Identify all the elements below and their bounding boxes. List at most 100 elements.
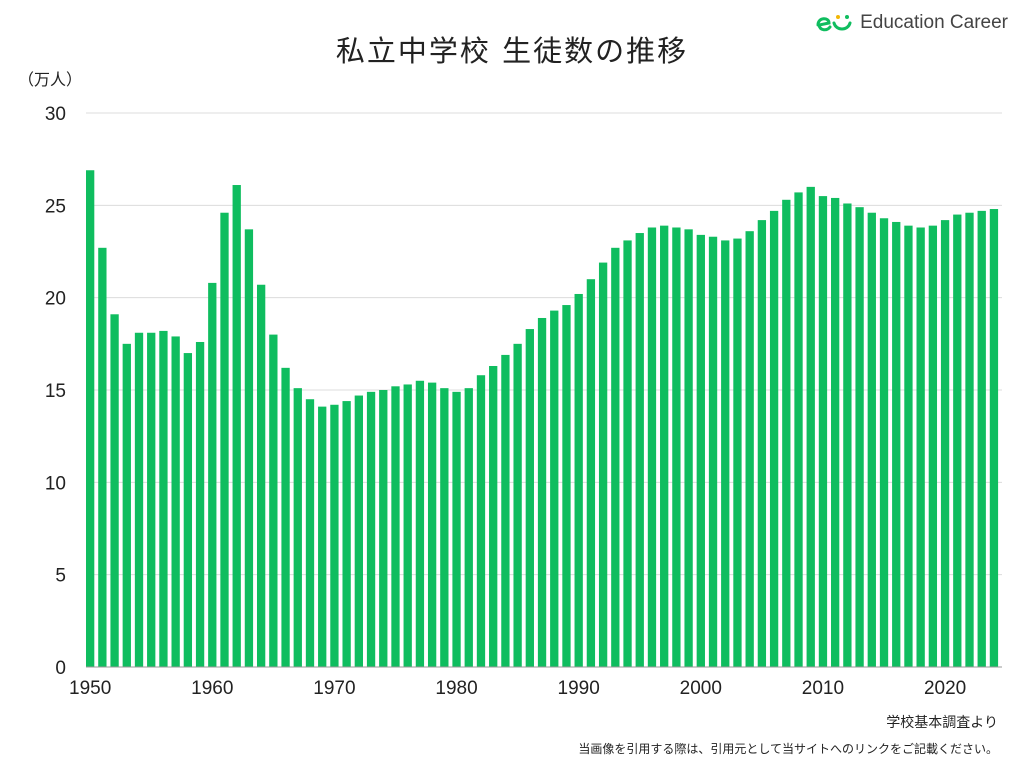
bar-1989 (562, 305, 571, 667)
x-tick-label: 1990 (558, 678, 600, 699)
bar-2016 (892, 221, 901, 667)
x-tick-label: 2000 (680, 678, 722, 699)
bar-1986 (525, 329, 534, 667)
x-tick-label: 2020 (924, 678, 966, 699)
bar-1951 (98, 247, 107, 667)
bar-1976 (403, 384, 412, 667)
bar-1970 (330, 404, 339, 667)
bar-1995 (635, 233, 644, 668)
bar-1974 (379, 390, 388, 667)
x-tick-label: 1970 (313, 678, 355, 699)
bar-1967 (293, 388, 302, 667)
x-tick-label: 1950 (69, 678, 111, 699)
bar-1990 (574, 293, 583, 667)
bar-1987 (537, 317, 547, 667)
bar-1982 (476, 375, 486, 667)
bar-2020 (940, 220, 950, 667)
bar-2005 (757, 220, 767, 667)
bar-2021 (953, 214, 962, 668)
bar-1955 (147, 332, 156, 667)
bar-2008 (794, 192, 803, 667)
bar-2015 (879, 218, 889, 667)
bar-2010 (818, 196, 828, 667)
bar-1991 (586, 279, 596, 667)
bar-1964 (256, 284, 266, 667)
bar-2024 (989, 209, 999, 667)
bar-1973 (366, 391, 376, 667)
bar-1961 (220, 212, 229, 667)
bar-1979 (440, 388, 449, 667)
axes: 0 5 10 15 20 25 30 1950 1960 1970 1980 1990 2000 2010… (45, 104, 1002, 699)
bar-2013 (855, 207, 864, 667)
bar-1966 (281, 367, 290, 667)
bar-1968 (305, 399, 315, 667)
bars (86, 170, 999, 668)
bar-1999 (684, 229, 693, 667)
bar-2017 (904, 225, 913, 667)
bar-2004 (745, 231, 754, 668)
bar-1992 (598, 262, 608, 667)
bar-1975 (391, 386, 400, 667)
y-tick-label: 20 (45, 289, 66, 310)
education-career-logo-icon (816, 15, 852, 32)
bar-1988 (550, 310, 559, 667)
bar-1984 (501, 354, 510, 667)
bar-1953 (122, 343, 131, 667)
y-tick-label: 30 (45, 104, 66, 125)
source-note: 学校基本調査より (886, 715, 998, 731)
bar-2011 (831, 197, 840, 668)
bar-2019 (928, 225, 938, 667)
bar-2018 (916, 227, 925, 667)
bar-1996 (647, 227, 657, 667)
bar-1954 (134, 332, 144, 667)
y-tick-label: 15 (45, 381, 66, 402)
x-tick-label: 1980 (435, 678, 477, 699)
bar-2014 (867, 212, 876, 667)
bar-1978 (427, 382, 437, 667)
bar-1969 (318, 406, 327, 667)
y-tick-label: 25 (45, 196, 66, 217)
bar-2007 (782, 199, 791, 667)
bar-1997 (660, 225, 669, 667)
bar-2012 (843, 203, 852, 667)
chart-title: 私立中学校 生徒数の推移 (335, 34, 689, 68)
bar-2001 (708, 236, 718, 667)
bar-1963 (244, 229, 254, 667)
bar-2022 (965, 212, 974, 667)
bar-1952 (110, 314, 119, 667)
bar-2006 (769, 210, 779, 667)
bar-1959 (195, 341, 205, 667)
bar-1971 (342, 401, 351, 667)
brand-name: Education Career (860, 12, 1008, 33)
bar-2009 (806, 186, 815, 667)
brand-logo: Education Career (814, 12, 1008, 34)
bar-1956 (159, 330, 168, 667)
bar-1981 (464, 388, 473, 667)
bar-1972 (354, 395, 363, 667)
bar-2023 (977, 210, 986, 667)
bar-1962 (232, 185, 241, 667)
bar-2003 (733, 238, 742, 667)
bar-1983 (489, 365, 498, 667)
y-tick-label: 0 (55, 658, 66, 679)
x-tick-label: 1960 (191, 678, 233, 699)
bar-2002 (721, 240, 730, 668)
bar-1994 (623, 240, 632, 668)
y-tick-label: 5 (55, 566, 66, 587)
bar-2000 (696, 234, 705, 667)
bar-1958 (183, 353, 193, 667)
bar-1993 (611, 247, 620, 667)
bar-1957 (171, 336, 180, 667)
y-tick-label: 10 (45, 473, 66, 494)
bar-1950 (86, 170, 95, 667)
bar-1985 (513, 343, 522, 667)
bar-1977 (415, 380, 425, 667)
bar-1998 (672, 227, 681, 667)
bar-1960 (208, 282, 217, 667)
x-tick-label: 2010 (802, 678, 844, 699)
bar-1965 (269, 334, 278, 667)
y-axis-unit-label: （万人） (18, 70, 83, 89)
citation-notice: 当画像を引用する際は、引用元として当サイトへのリンクをご記載ください。 (578, 742, 998, 756)
bar-1980 (452, 391, 461, 667)
